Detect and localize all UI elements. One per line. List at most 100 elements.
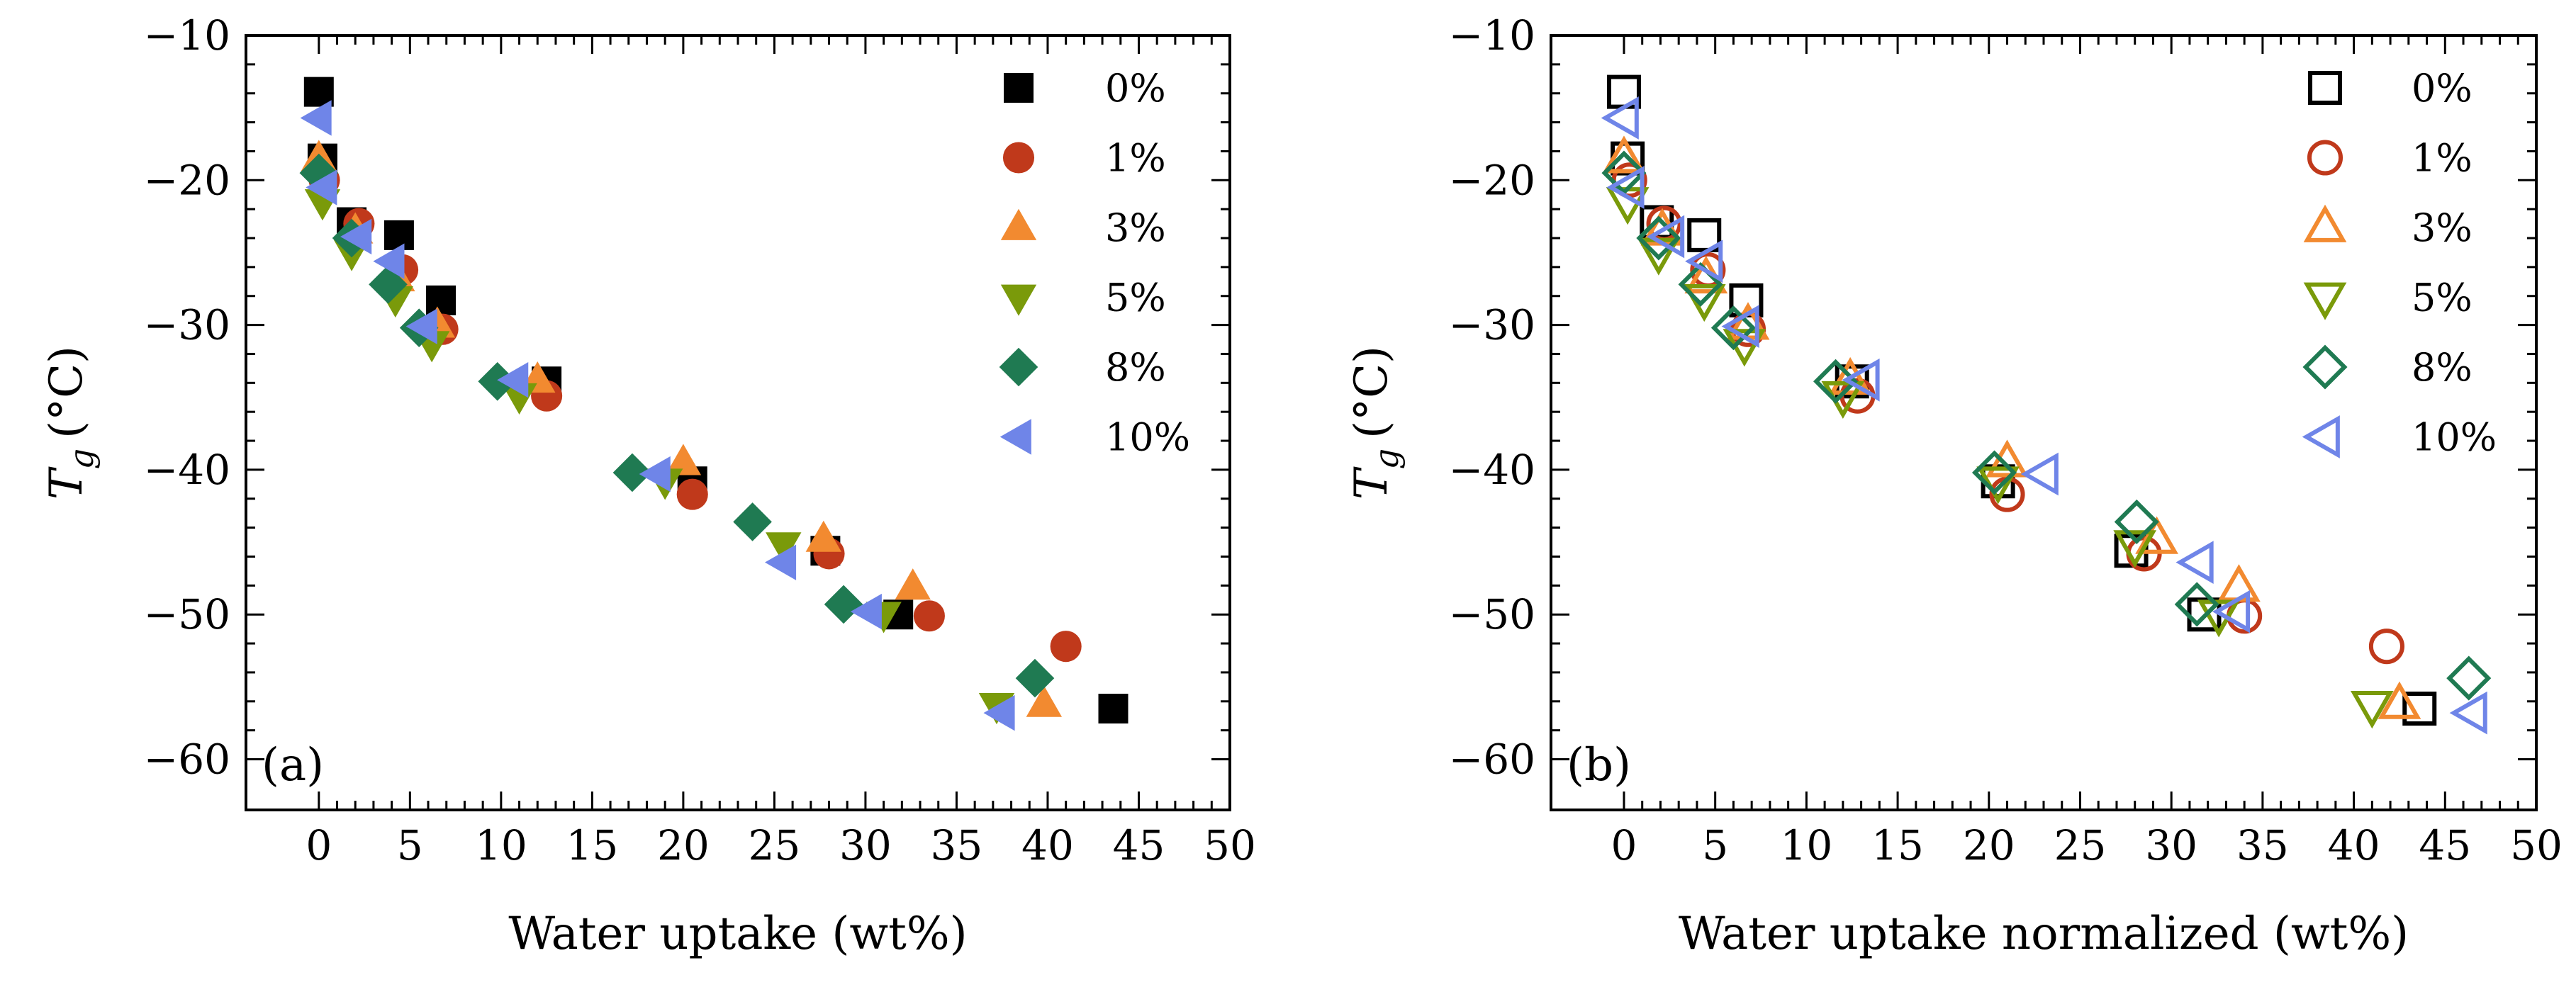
data-point-square [1981, 464, 2015, 499]
data-point-triangle-up [1026, 685, 1063, 717]
data-point-triangle-up [895, 568, 931, 600]
legend-label: 0% [1105, 66, 1166, 111]
legend-label: 10% [1105, 415, 1190, 460]
legend-marker-square [2308, 71, 2342, 105]
data-point-triangle-left [340, 218, 372, 255]
legend-marker-triangle-up [2303, 204, 2347, 242]
x-tick-label: 10 [475, 821, 527, 869]
data-point-triangle-left [300, 100, 332, 136]
x-tick-label: 5 [1702, 821, 1728, 869]
data-point-circle [913, 600, 945, 632]
data-point-triangle-left [306, 169, 337, 205]
data-point-diamond [1710, 305, 1756, 351]
legend-label: 8% [2412, 345, 2473, 390]
x-tick-label: 10 [1780, 821, 1832, 869]
data-point-square [383, 220, 414, 250]
legend-label: 5% [1105, 276, 1166, 320]
series-10pct [1601, 96, 2487, 735]
x-tick-label: 0 [306, 821, 332, 869]
data-point-diamond [1971, 450, 2017, 495]
data-point-triangle-up [1828, 356, 1872, 395]
x-axis-title: Water uptake normalized (wt%) [1679, 908, 2409, 960]
y-tick-label: −30 [144, 301, 230, 349]
data-point-square [1729, 283, 1764, 317]
y-tick-label: −30 [1449, 301, 1535, 349]
data-point-triangle-left [639, 456, 671, 492]
legend-marker-triangle-down [2303, 282, 2347, 320]
legend-marker-diamond [999, 347, 1038, 387]
y-tick-label: −20 [1449, 156, 1535, 204]
x-tick-label: 0 [1611, 821, 1637, 869]
legend-marker-square [1004, 73, 1034, 103]
legend-marker-triangle-left [999, 419, 1031, 455]
x-tick-label: 25 [749, 821, 801, 869]
legend-marker-triangle-up [1000, 208, 1037, 240]
x-tick-label: 50 [1204, 821, 1256, 869]
data-point-triangle-left [2020, 452, 2059, 496]
data-point-triangle-left [497, 362, 529, 398]
data-point-square [426, 285, 457, 315]
data-point-diamond [478, 361, 517, 401]
data-point-triangle-up [2135, 516, 2178, 554]
legend-label: 0% [2412, 66, 2473, 111]
data-point-square [2114, 534, 2149, 568]
legend-marker-diamond [2302, 344, 2348, 390]
data-point-triangle-up [1602, 135, 1646, 174]
x-tick-label: 5 [397, 821, 423, 869]
data-point-diamond [1678, 261, 1723, 307]
x-tick-label: 20 [657, 821, 710, 869]
data-point-triangle-left [1601, 96, 1639, 140]
y-tick-label: −40 [1449, 446, 1535, 494]
y-tick-label: −50 [144, 590, 230, 638]
data-point-diamond [299, 153, 339, 193]
data-point-diamond [2174, 582, 2219, 627]
data-point-triangle-left [373, 243, 405, 279]
x-tick-label: 40 [2328, 821, 2380, 869]
data-point-triangle-down [2350, 691, 2394, 729]
y-tick-label: −40 [144, 446, 230, 494]
panel-label: (a) [262, 739, 324, 792]
series-8pct [299, 153, 1055, 698]
data-point-square [303, 77, 334, 107]
legend-label: 8% [1105, 345, 1166, 390]
data-point-circle [1050, 631, 1082, 663]
legend-label: 3% [1105, 205, 1166, 250]
data-point-square [2402, 691, 2437, 726]
series-10pct [300, 100, 1015, 731]
legend-marker-circle [2307, 140, 2343, 176]
data-point-diamond [1813, 359, 1859, 404]
x-tick-label: 30 [839, 821, 892, 869]
data-point-triangle-left [405, 308, 437, 344]
data-point-triangle-down [2113, 530, 2157, 568]
legend-marker-circle [1002, 142, 1035, 174]
x-tick-label: 50 [2510, 821, 2563, 869]
y-axis-title-subscript: g [62, 449, 101, 469]
data-point-diamond [2446, 655, 2492, 701]
data-point-triangle-left [850, 593, 882, 630]
data-point-triangle-left [1606, 166, 1645, 209]
legend-label: 3% [2412, 205, 2473, 250]
y-tick-label: −20 [144, 156, 230, 204]
data-points [299, 77, 1129, 731]
data-point-triangle-left [1721, 305, 1759, 349]
y-tick-label: −10 [144, 11, 230, 60]
data-point-triangle-up [2378, 681, 2421, 719]
y-tick-label: −50 [1449, 590, 1535, 638]
data-point-triangle-left [2212, 590, 2251, 633]
x-tick-label: 30 [2145, 821, 2197, 869]
legend-label: 1% [1105, 136, 1166, 181]
series-8pct [1601, 150, 2492, 701]
data-point-circle [2368, 629, 2404, 665]
legend-marker-triangle-down [1000, 284, 1037, 316]
data-point-triangle-down [766, 532, 802, 564]
data-point-diamond [1601, 150, 1647, 196]
data-point-diamond [1015, 658, 1055, 698]
data-point-triangle-left [1842, 358, 1880, 402]
x-tick-label: 35 [931, 821, 983, 869]
data-point-diamond [824, 585, 863, 624]
data-point-triangle-up [665, 444, 702, 475]
data-point-square [1606, 74, 1641, 109]
y-axis-title-unit: (°C) [40, 346, 93, 439]
y-axis-title: Tg (°C) [1345, 346, 1406, 500]
